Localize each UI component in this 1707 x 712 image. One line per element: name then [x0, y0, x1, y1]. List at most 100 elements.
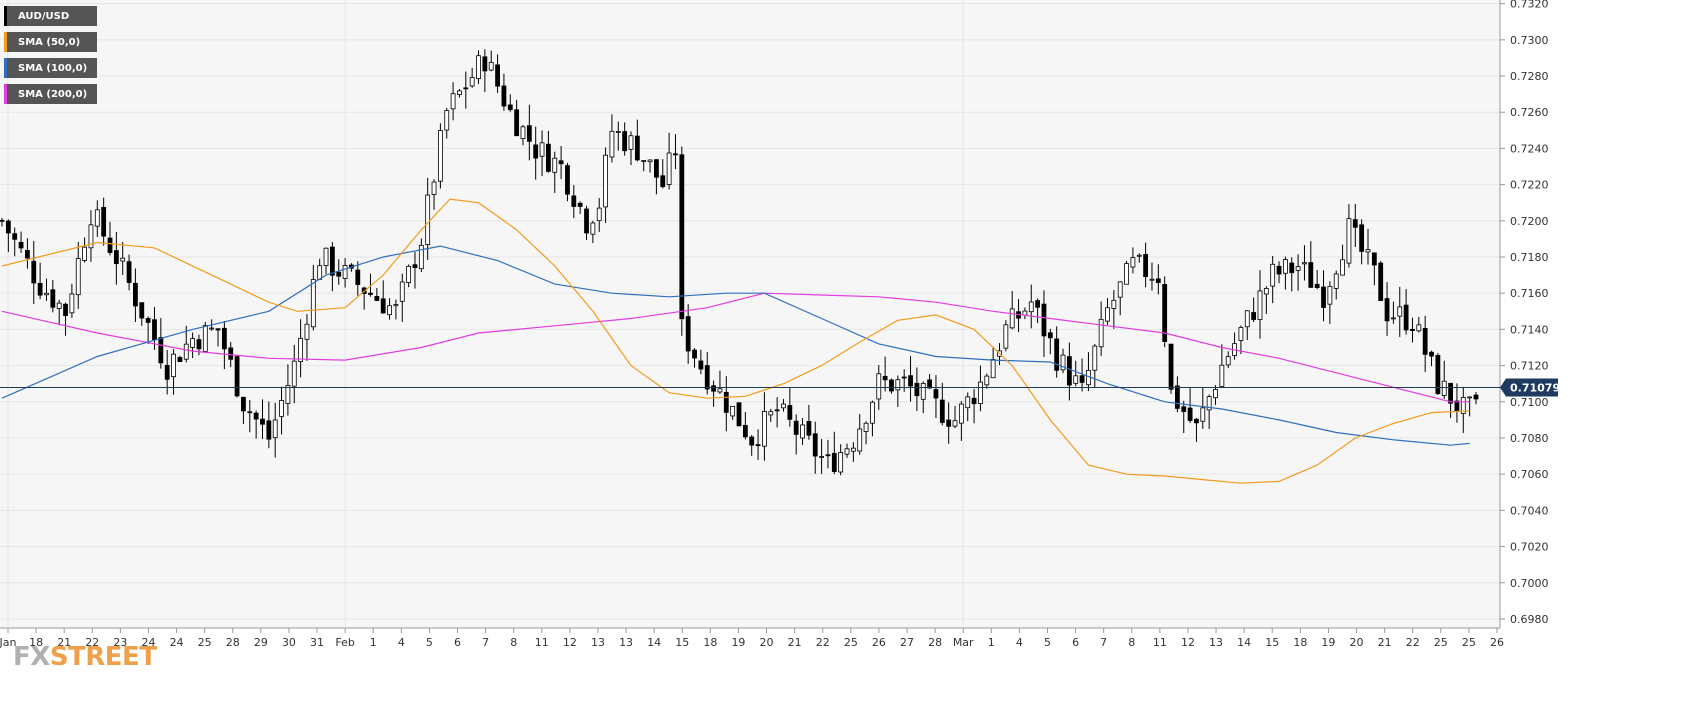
candle-body [88, 224, 94, 249]
candle-body [1060, 354, 1066, 371]
candle-body [838, 452, 844, 473]
candle-body [1346, 218, 1352, 264]
x-tick-label: 13 [619, 636, 633, 649]
candle-body [520, 126, 526, 140]
candle-body [368, 292, 373, 295]
legend-label: AUD/USD [18, 10, 70, 22]
candle-body [1111, 299, 1117, 309]
y-tick-label: 0.6980 [1510, 613, 1549, 626]
candle-body [304, 323, 310, 340]
candle-body [56, 302, 62, 309]
legend: AUD/USD SMA (50,0) SMA (100,0) SMA (200,… [4, 6, 98, 110]
candle-body [1371, 252, 1377, 266]
candle-body [1028, 301, 1034, 313]
candle-body [1155, 278, 1161, 283]
legend-item-sma-200[interactable]: SMA (200,0) [4, 84, 98, 104]
candle-body [1251, 312, 1257, 320]
candle-body [952, 420, 958, 427]
candle-body [126, 261, 132, 283]
candle-body [831, 452, 837, 472]
candle-body [50, 289, 56, 308]
candle-body [425, 194, 431, 245]
candle-body [139, 302, 145, 319]
candle-body [679, 154, 685, 320]
y-tick-label: 0.7200 [1510, 215, 1549, 228]
candle-body [571, 195, 577, 207]
x-tick-label: 21 [1378, 636, 1392, 649]
x-tick-label: 4 [398, 636, 405, 649]
candle-body [63, 303, 68, 316]
x-tick-label: 5 [1044, 636, 1051, 649]
current-price-label: 0.71079 [1510, 381, 1560, 394]
candle-body [666, 152, 672, 185]
x-tick-label: 28 [928, 636, 942, 649]
candle-body [1200, 407, 1206, 422]
candle-body [622, 131, 628, 152]
y-tick-label: 0.7020 [1510, 541, 1549, 554]
candle-body [133, 282, 138, 307]
candle-body [279, 400, 284, 417]
x-tick-label: 5 [426, 636, 433, 649]
candle-body [857, 428, 863, 452]
x-tick-label: 23 [113, 636, 127, 649]
x-tick-label: 7 [482, 636, 489, 649]
candle-body [1378, 262, 1384, 301]
current-price-tag [1500, 378, 1558, 397]
x-tick-label: 18 [703, 636, 717, 649]
y-tick-label: 0.7120 [1510, 360, 1549, 373]
legend-item-sma-50[interactable]: SMA (50,0) [4, 32, 98, 52]
candle-body [1454, 400, 1460, 412]
candle-body [1321, 286, 1326, 308]
x-tick-label: 26 [1490, 636, 1504, 649]
candle-body [69, 293, 75, 314]
plot-area [0, 0, 1500, 628]
y-tick-label: 0.7000 [1510, 577, 1549, 590]
x-tick-label: 22 [1406, 636, 1420, 649]
candle-body [152, 319, 157, 341]
x-tick-label: 22 [85, 636, 99, 649]
candle-body [209, 327, 215, 330]
legend-swatch-sma-50 [4, 32, 7, 52]
candle-body [990, 359, 996, 379]
candle-body [1098, 318, 1104, 348]
candle-body [418, 244, 424, 270]
candle-body [310, 279, 316, 328]
x-tick-label: 27 [900, 636, 914, 649]
candle-body [685, 316, 691, 352]
legend-label: SMA (200,0) [18, 88, 88, 100]
candle-body [1136, 254, 1142, 257]
x-tick-label: Feb [335, 636, 354, 649]
candle-body [717, 388, 723, 393]
candle-body [1047, 332, 1053, 339]
candle-body [1295, 266, 1301, 271]
candle-body [634, 135, 640, 161]
candle-body [298, 337, 304, 362]
candle-body [1105, 307, 1110, 322]
candle-body [800, 424, 805, 439]
y-tick-label: 0.7180 [1510, 251, 1549, 264]
candle-body [895, 379, 901, 391]
candle-body [329, 246, 335, 276]
candle-body [82, 246, 87, 261]
candle-body [221, 327, 227, 350]
candle-body [113, 250, 119, 265]
candle-body [552, 157, 558, 173]
legend-item-aud-usd[interactable]: AUD/USD [4, 6, 98, 26]
candle-body [984, 375, 990, 386]
candle-body [1403, 304, 1409, 331]
legend-item-sma-100[interactable]: SMA (100,0) [4, 58, 98, 78]
candle-body [355, 269, 361, 285]
sma-100-line [1, 245, 1470, 446]
candle-body [1244, 310, 1250, 328]
candle-body [31, 260, 37, 284]
candle-body [1213, 389, 1218, 399]
candle-body [1429, 351, 1434, 357]
candle-body [533, 144, 539, 159]
candle-body [812, 433, 818, 457]
y-tick-label: 0.7260 [1510, 106, 1549, 119]
candle-body [1359, 224, 1365, 252]
candle-body [18, 241, 24, 249]
candle-body [596, 207, 602, 222]
candle-body [44, 292, 49, 296]
